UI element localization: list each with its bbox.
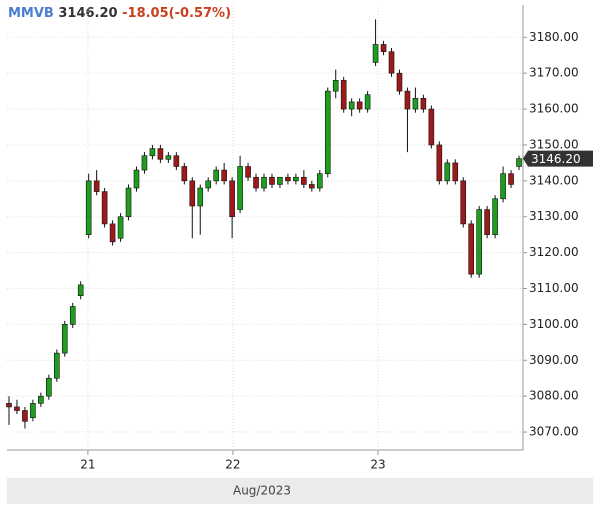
x-axis-label: Aug/2023 [233, 484, 291, 498]
candle-body [388, 51, 395, 74]
candle-body [245, 166, 251, 178]
candle-body [125, 187, 132, 218]
candle-body [85, 180, 92, 235]
candle-body [500, 173, 506, 200]
candle-body [332, 80, 339, 92]
price: 3146.20 [58, 6, 117, 21]
candle-body [141, 155, 148, 171]
y-tick-label: 3140.00 [529, 173, 579, 187]
candle-body [54, 352, 60, 379]
candle-body [492, 198, 498, 235]
x-tick-label: 22 [225, 458, 240, 472]
candle-body [293, 176, 299, 182]
y-tick-label: 3090.00 [529, 353, 579, 367]
candle-body [412, 98, 419, 110]
price-badge-label: 3146.20 [531, 152, 581, 166]
candle-body [316, 173, 323, 189]
candle-body [165, 155, 172, 160]
candle-body [340, 80, 347, 110]
candle-body [61, 324, 68, 354]
candle-body [109, 223, 116, 243]
y-tick-label: 3150.00 [529, 137, 579, 151]
candle-body [348, 101, 355, 110]
change: -18.05(-0.57%) [122, 6, 231, 21]
candle-body [404, 90, 411, 110]
candle-body [364, 94, 371, 110]
y-tick-label: 3110.00 [529, 281, 579, 295]
candle-body [101, 191, 108, 225]
price-badge [523, 150, 593, 167]
candle-body [476, 209, 482, 275]
candle-body [149, 148, 156, 157]
candle-body [468, 223, 475, 275]
candle-body [261, 176, 267, 189]
candle-body [30, 403, 36, 419]
candle-body [309, 184, 315, 189]
candle-body [444, 162, 451, 182]
candle-body [516, 158, 522, 167]
title: MMVB 3146.20 -18.05(-0.57%) [8, 6, 231, 21]
candle-body [484, 209, 490, 235]
candle-body [269, 176, 275, 185]
y-tick-label: 3160.00 [529, 102, 579, 116]
candle-body [420, 98, 427, 110]
x-label-bar [7, 478, 593, 504]
x-tick-label: 23 [370, 458, 385, 472]
candle-body [253, 176, 259, 189]
symbol: MMVB [8, 6, 54, 21]
candle-body [181, 166, 188, 182]
candle-body [356, 101, 363, 110]
y-tick-label: 3170.00 [529, 66, 579, 80]
y-tick-label: 3130.00 [529, 209, 579, 223]
candle-body [189, 180, 196, 207]
candle-body [229, 180, 235, 218]
candle-body [6, 403, 12, 408]
candle-body [38, 395, 44, 404]
candle-body [205, 180, 212, 189]
candle-body [173, 155, 180, 167]
candle-body [221, 169, 227, 182]
candle-body [301, 176, 307, 185]
x-tick-label: 21 [80, 458, 95, 472]
candle-body [22, 410, 28, 422]
candle-body [133, 169, 140, 189]
candle-body [436, 144, 443, 182]
candle-body [213, 169, 219, 182]
candle-body [14, 406, 20, 411]
y-tick-label: 3080.00 [529, 389, 579, 403]
candle-body [372, 44, 379, 63]
candle-body [452, 162, 459, 182]
candle-body [93, 180, 100, 192]
candle-body [77, 284, 84, 296]
candle-body [69, 306, 76, 325]
candle-body [197, 187, 204, 207]
candle-body [428, 108, 435, 146]
candle-body [117, 216, 124, 239]
candle-body [157, 148, 164, 160]
candle-body [277, 176, 283, 185]
y-tick-label: 3120.00 [529, 245, 579, 259]
candle-body [285, 176, 291, 182]
y-tick-label: 3100.00 [529, 317, 579, 331]
candle-body [46, 377, 52, 397]
y-tick-label: 3180.00 [529, 30, 579, 44]
candle-body [380, 44, 387, 52]
candle-body [324, 90, 331, 174]
candle-body [396, 72, 403, 92]
candle-body [508, 173, 514, 185]
candle-body [237, 166, 243, 210]
candle-body [460, 180, 467, 225]
y-tick-label: 3070.00 [529, 425, 579, 439]
